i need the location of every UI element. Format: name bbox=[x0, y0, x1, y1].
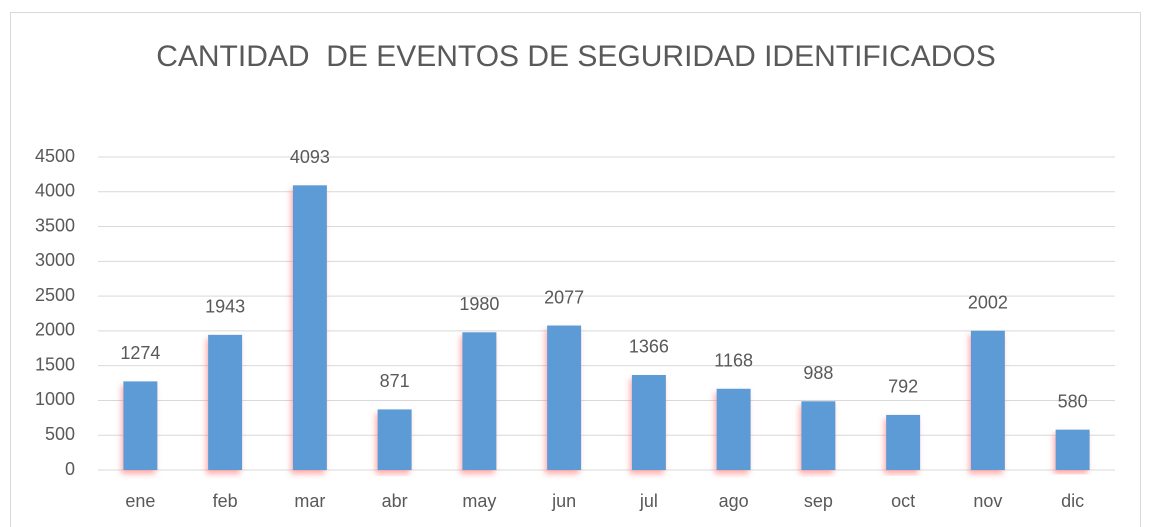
y-tick-label: 500 bbox=[45, 424, 75, 444]
data-label: 2002 bbox=[968, 292, 1008, 312]
data-label: 1943 bbox=[205, 297, 245, 317]
y-tick-label: 4500 bbox=[35, 146, 75, 166]
data-label: 792 bbox=[888, 377, 918, 397]
bar bbox=[631, 374, 666, 470]
data-label: 2077 bbox=[544, 287, 584, 307]
y-tick-label: 2500 bbox=[35, 285, 75, 305]
bar bbox=[716, 388, 751, 470]
bar bbox=[208, 334, 243, 470]
chart-title: CANTIDAD DE EVENTOS DE SEGURIDAD IDENTIF… bbox=[156, 40, 996, 73]
data-label: 580 bbox=[1058, 391, 1088, 411]
y-tick-label: 0 bbox=[65, 459, 75, 479]
bar bbox=[1055, 429, 1090, 470]
x-tick-label: nov bbox=[973, 491, 1002, 511]
data-label: 988 bbox=[803, 363, 833, 383]
bar bbox=[123, 381, 158, 470]
bar bbox=[462, 332, 497, 470]
data-label: 1366 bbox=[629, 337, 669, 357]
y-tick-label: 1000 bbox=[35, 389, 75, 409]
bar bbox=[292, 185, 327, 470]
bar bbox=[377, 409, 412, 470]
data-label: 871 bbox=[380, 371, 410, 391]
bar bbox=[547, 325, 582, 470]
x-tick-label: ago bbox=[719, 491, 749, 511]
y-tick-label: 3500 bbox=[35, 215, 75, 235]
x-tick-label: oct bbox=[891, 491, 915, 511]
x-tick-label: mar bbox=[294, 491, 325, 511]
y-tick-label: 2000 bbox=[35, 320, 75, 340]
data-label: 1980 bbox=[459, 294, 499, 314]
y-tick-label: 1500 bbox=[35, 354, 75, 374]
x-tick-label: ene bbox=[125, 491, 155, 511]
x-tick-label: jun bbox=[551, 491, 576, 511]
data-label: 1274 bbox=[120, 343, 160, 363]
x-tick-label: may bbox=[462, 491, 496, 511]
bar bbox=[886, 414, 921, 470]
y-tick-label: 4000 bbox=[35, 181, 75, 201]
x-tick-label: jul bbox=[639, 491, 658, 511]
bar bbox=[801, 401, 836, 470]
data-label: 1168 bbox=[714, 351, 753, 371]
x-tick-label: sep bbox=[804, 491, 833, 511]
bar bbox=[970, 330, 1005, 470]
data-label: 4093 bbox=[290, 147, 330, 167]
x-tick-label: feb bbox=[213, 491, 238, 511]
x-tick-label: abr bbox=[382, 491, 408, 511]
x-tick-label: dic bbox=[1061, 491, 1084, 511]
y-tick-label: 3000 bbox=[35, 250, 75, 270]
